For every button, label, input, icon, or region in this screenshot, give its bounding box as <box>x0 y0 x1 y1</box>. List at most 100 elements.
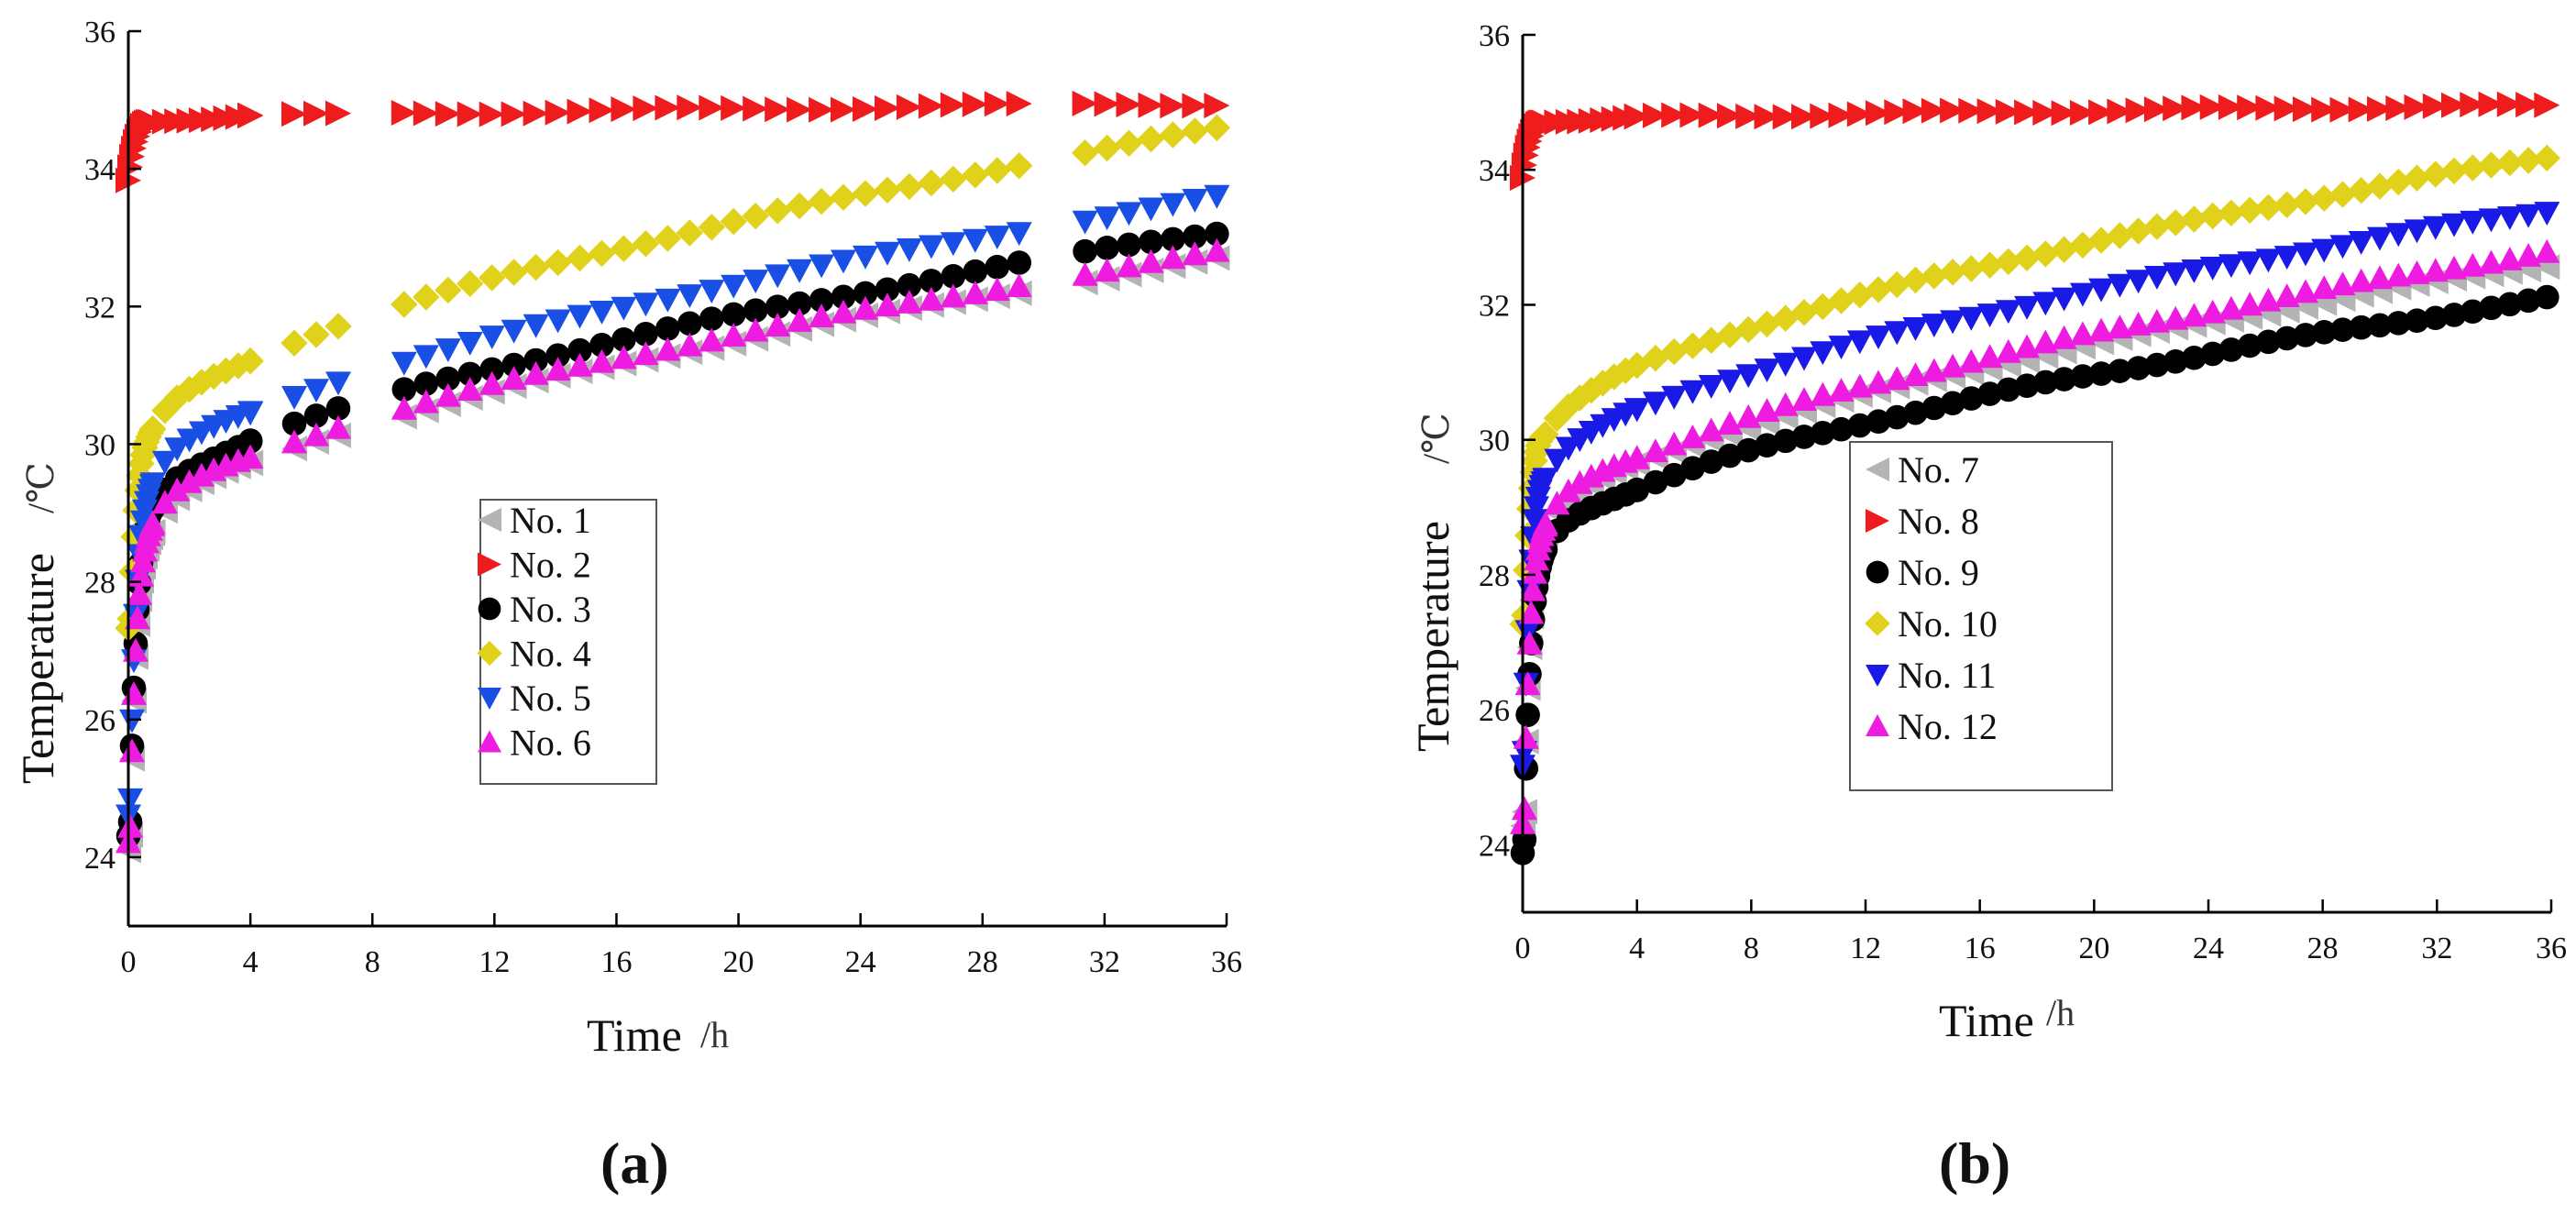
data-point <box>1698 326 1725 354</box>
data-point <box>2088 361 2114 386</box>
data-point <box>2199 94 2226 120</box>
data-point <box>1679 425 1706 448</box>
data-point <box>2069 321 2096 346</box>
data-point <box>1810 341 1836 366</box>
legend-marker <box>1866 714 1889 736</box>
data-point <box>940 92 966 118</box>
panel-a-x-tick-label: 36 <box>1211 945 1242 979</box>
data-point <box>1734 315 1762 344</box>
legend-marker <box>1866 458 1889 481</box>
data-point <box>1513 724 1539 749</box>
data-point <box>2385 311 2411 336</box>
data-point <box>676 219 703 247</box>
data-point <box>1624 351 1651 380</box>
data-point <box>2403 164 2431 192</box>
data-point <box>764 197 791 225</box>
panel-a-x-tick-label: 4 <box>243 945 259 979</box>
data-point <box>435 338 461 362</box>
data-point <box>2032 329 2059 354</box>
data-point <box>918 286 944 311</box>
data-point <box>2348 231 2374 255</box>
data-point <box>1958 306 1985 331</box>
data-point <box>2293 323 2318 347</box>
data-point <box>2460 299 2485 325</box>
data-point <box>2479 295 2504 321</box>
data-point <box>1205 221 1229 247</box>
data-point <box>1995 338 2021 363</box>
data-point <box>2292 188 2319 215</box>
legend-marker <box>478 688 501 710</box>
panel-a-x-tick-label: 32 <box>1089 945 1120 979</box>
data-point <box>1755 433 1779 458</box>
data-point <box>2218 94 2244 120</box>
data-point <box>391 351 417 376</box>
data-point <box>2070 364 2096 389</box>
data-point <box>2143 96 2170 123</box>
data-point <box>1204 237 1230 262</box>
data-point <box>303 321 330 348</box>
data-point <box>1138 197 1164 222</box>
panel-b-x-tick-label: 16 <box>1965 932 1996 965</box>
data-point <box>2051 287 2077 312</box>
data-point <box>391 291 418 318</box>
data-point <box>1006 152 1033 180</box>
data-point <box>1160 93 1186 119</box>
data-point <box>1612 357 1639 385</box>
data-point <box>1679 380 1706 404</box>
data-point <box>1532 468 1558 492</box>
data-point <box>787 96 813 123</box>
data-point <box>787 291 812 316</box>
data-point <box>1717 443 1743 469</box>
data-point <box>1958 348 1985 373</box>
data-point <box>2088 99 2115 126</box>
data-point <box>985 254 1010 280</box>
panel-a-x-tick-label: 16 <box>600 945 632 979</box>
data-point <box>237 445 264 469</box>
data-point <box>2534 238 2560 263</box>
data-point <box>2199 257 2226 281</box>
data-point <box>1828 102 1855 128</box>
data-point <box>633 292 659 317</box>
data-point <box>588 239 616 268</box>
data-point <box>116 605 144 633</box>
data-point <box>655 288 681 313</box>
data-point <box>567 337 592 363</box>
data-point <box>1072 90 1098 116</box>
data-point <box>2349 314 2374 340</box>
data-point <box>281 386 307 410</box>
data-point <box>2330 317 2355 342</box>
legend-marker <box>478 508 501 532</box>
data-point <box>1160 245 1186 270</box>
data-point <box>1958 97 1985 124</box>
data-point <box>699 94 725 121</box>
data-point <box>413 371 439 396</box>
data-point <box>589 348 615 373</box>
data-point <box>1901 266 1930 294</box>
data-point <box>2218 199 2245 226</box>
legend-marker <box>1866 509 1889 533</box>
data-point <box>2032 100 2059 126</box>
data-point <box>1006 222 1032 247</box>
panel-b-label: (b) <box>1939 1130 2010 1196</box>
data-point <box>699 327 725 352</box>
data-point <box>2088 317 2115 342</box>
panel-a-data-points <box>115 90 1231 864</box>
legend-marker <box>1866 560 1889 584</box>
data-point <box>919 269 944 293</box>
data-point <box>1717 411 1743 435</box>
data-point <box>1884 404 1910 430</box>
panel-b-y-tick-label: 26 <box>1479 694 1510 728</box>
data-point <box>2404 219 2430 244</box>
data-point <box>1902 317 1929 341</box>
data-point <box>1555 478 1581 502</box>
data-point <box>1828 378 1855 402</box>
data-point <box>2515 147 2542 174</box>
data-point <box>1071 139 1099 167</box>
data-point <box>1921 358 1947 382</box>
data-point <box>1522 559 1548 584</box>
data-point <box>119 709 145 733</box>
panel-b-x-tick-label: 28 <box>2307 932 2339 965</box>
data-point <box>2069 231 2097 259</box>
series-no3 <box>116 221 1229 849</box>
data-point <box>325 371 351 396</box>
